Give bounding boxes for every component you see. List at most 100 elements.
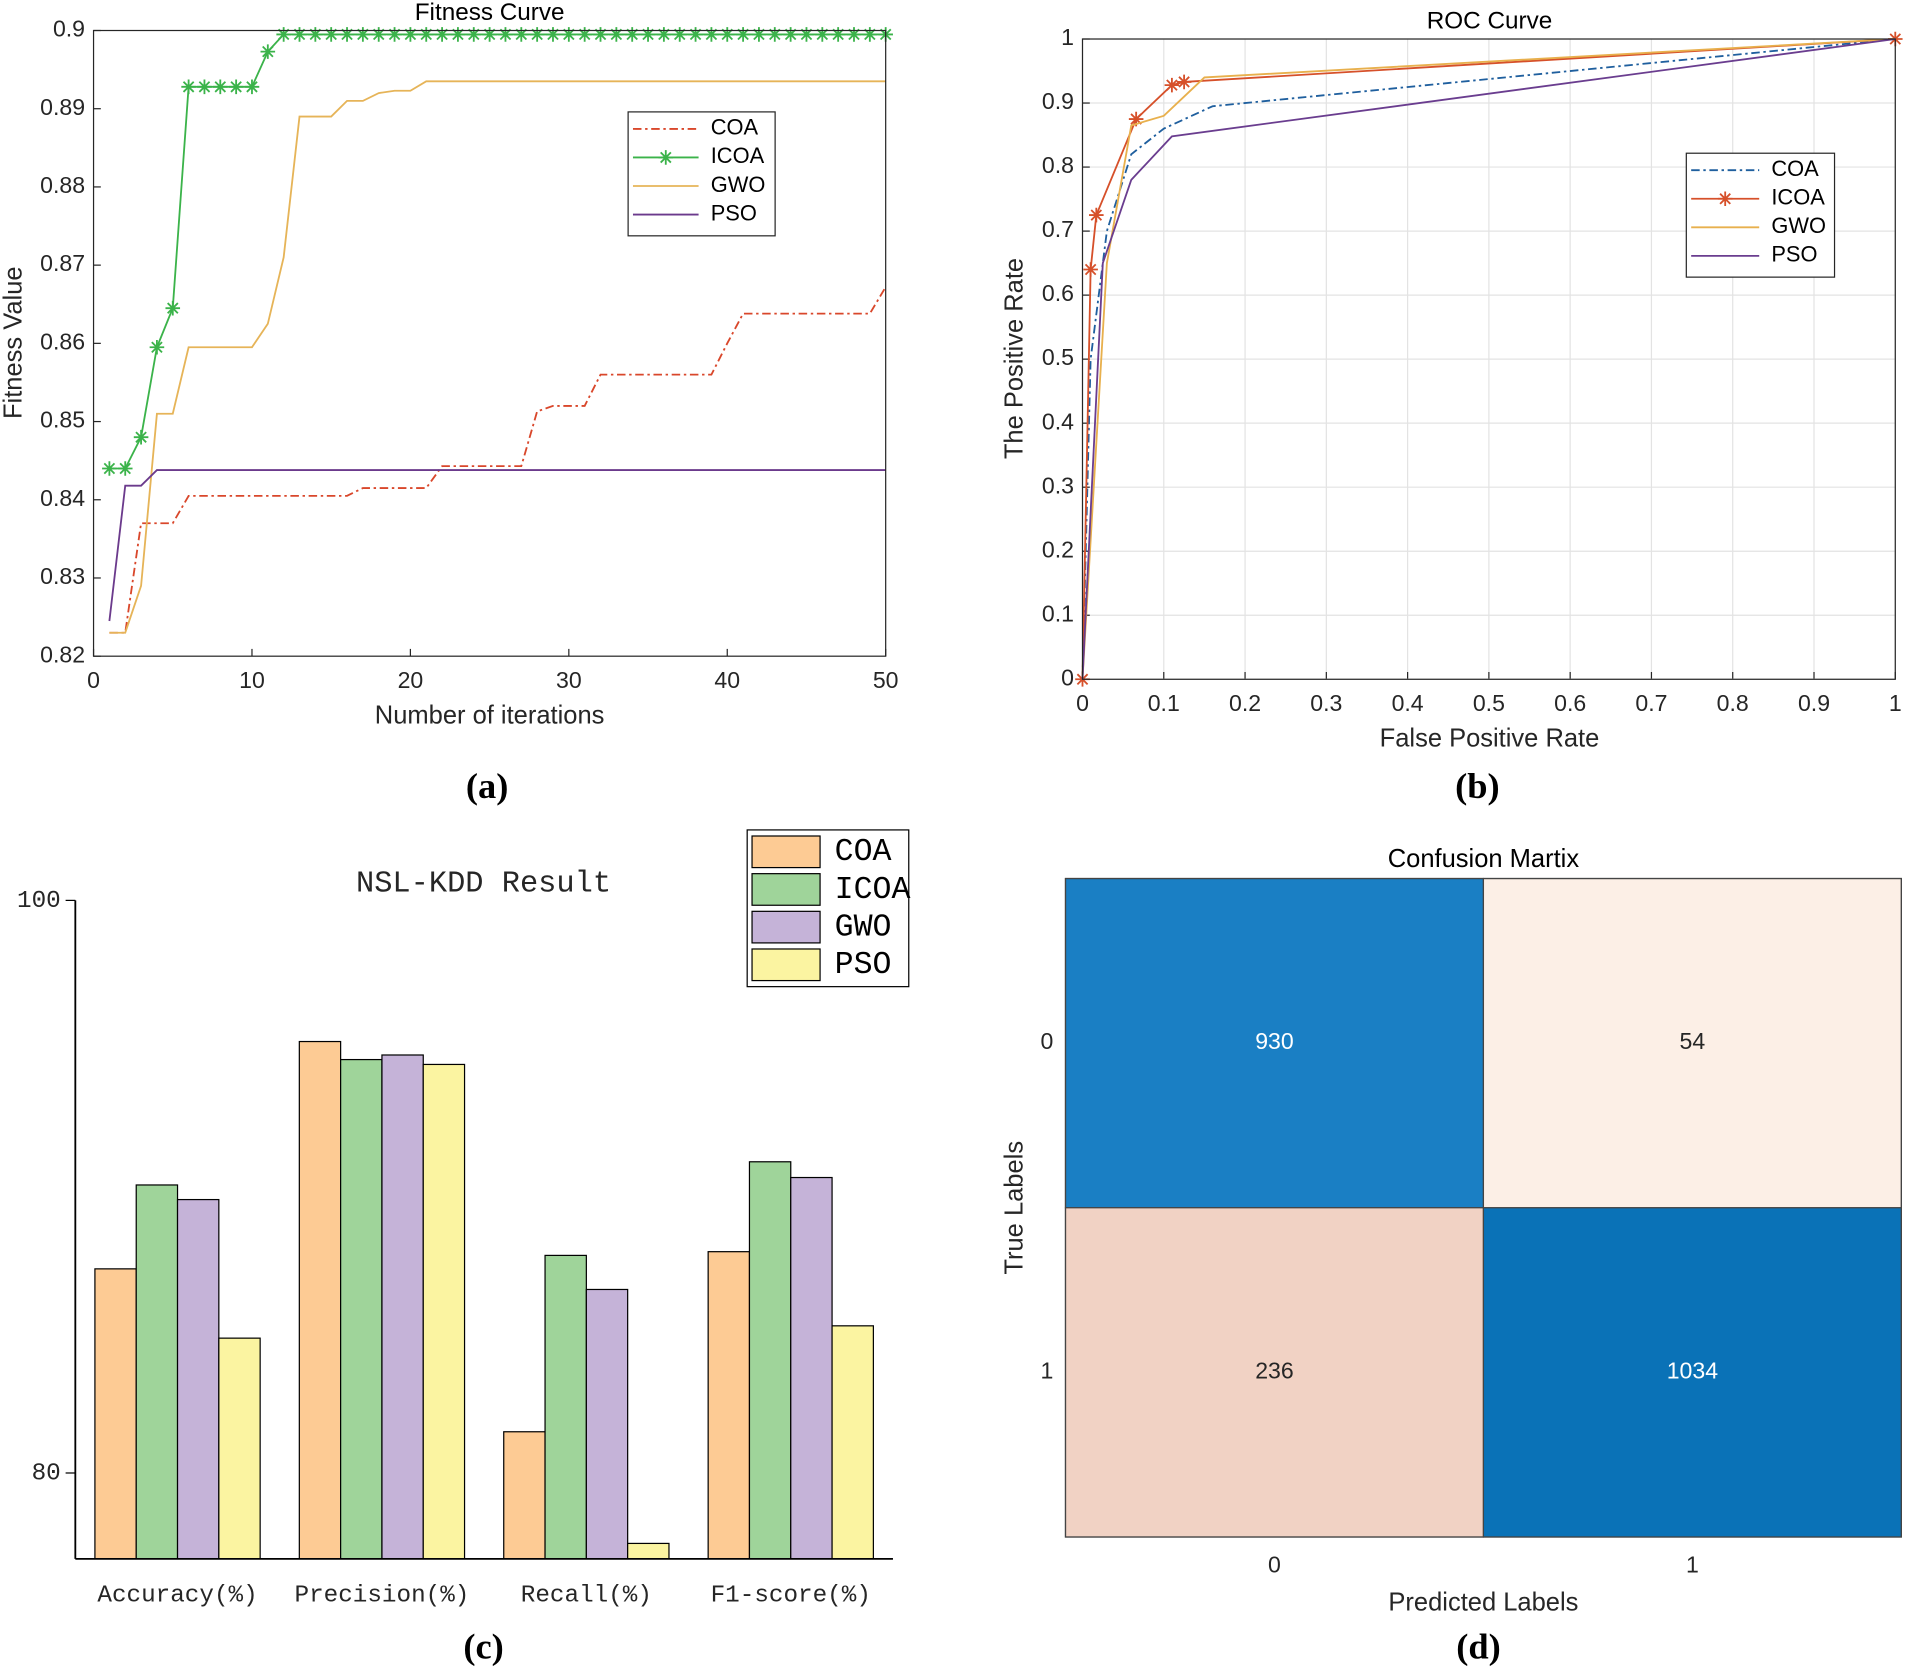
x-tick-label: F1-score(%) bbox=[711, 1583, 871, 1610]
x-tick-label: 0.7 bbox=[1635, 690, 1667, 716]
y-tick-label: 0.2 bbox=[1042, 536, 1074, 562]
y-tick-label: 0.85 bbox=[40, 407, 85, 433]
x-tick-label: 0 bbox=[1268, 1551, 1281, 1577]
marker bbox=[450, 27, 466, 42]
marker bbox=[102, 461, 117, 476]
marker bbox=[1176, 74, 1192, 90]
legend-label: ICOA bbox=[1771, 185, 1825, 210]
x-axis-label: Predicted Labels bbox=[1388, 1589, 1578, 1617]
bar bbox=[298, 1040, 342, 1560]
marker bbox=[197, 79, 212, 95]
y-tick-label: 0.7 bbox=[1042, 216, 1074, 242]
legend-label: GWO bbox=[711, 172, 766, 197]
y-tick-label: 1 bbox=[1061, 24, 1074, 50]
marker bbox=[783, 27, 798, 42]
marker bbox=[181, 79, 196, 95]
marker bbox=[133, 429, 149, 445]
x-tick-label: 30 bbox=[556, 667, 582, 693]
y-tick-label: 0.3 bbox=[1042, 472, 1074, 498]
legend-label: COA bbox=[711, 115, 759, 140]
y-tick-label: 0 bbox=[1040, 1028, 1053, 1054]
y-axis-label: Fitness Value bbox=[0, 266, 27, 419]
heatmap-cell bbox=[1482, 1207, 1902, 1538]
legend-label: PSO bbox=[835, 948, 892, 983]
legend-swatch bbox=[751, 873, 821, 906]
bar bbox=[544, 1254, 587, 1560]
marker bbox=[514, 27, 529, 42]
y-tick-label: 0.9 bbox=[1042, 88, 1074, 114]
x-tick-label: 0.8 bbox=[1717, 690, 1749, 716]
y-tick-label: 0.6 bbox=[1042, 280, 1074, 306]
bar bbox=[176, 1198, 220, 1560]
x-tick-label: 0 bbox=[87, 667, 100, 693]
y-tick-label: 0.87 bbox=[40, 250, 85, 276]
bar bbox=[381, 1054, 424, 1560]
chart-title: Confusion Martix bbox=[1388, 845, 1580, 873]
bar bbox=[94, 1268, 137, 1560]
y-axis-label: The Positive Rate bbox=[1000, 258, 1028, 459]
marker bbox=[371, 27, 387, 42]
marker bbox=[656, 27, 672, 42]
marker bbox=[418, 27, 434, 42]
marker bbox=[260, 44, 276, 59]
bar bbox=[831, 1325, 874, 1560]
legend-swatch bbox=[751, 948, 821, 982]
x-tick-label: 1 bbox=[1889, 690, 1902, 716]
marker bbox=[545, 27, 561, 42]
legend-label: COA bbox=[835, 835, 892, 870]
marker bbox=[498, 27, 513, 42]
y-tick-label: 0.83 bbox=[40, 563, 85, 589]
cell-label: 236 bbox=[1255, 1357, 1294, 1383]
chart-title: NSL-KDD Result bbox=[356, 867, 611, 901]
marker bbox=[640, 27, 656, 42]
x-tick-label: 0 bbox=[1076, 690, 1089, 716]
marker bbox=[846, 27, 862, 42]
bar bbox=[707, 1251, 751, 1560]
marker bbox=[799, 27, 814, 42]
panel-label: (b) bbox=[1455, 766, 1500, 806]
x-tick-label: Recall(%) bbox=[521, 1583, 652, 1610]
marker bbox=[117, 461, 133, 476]
x-tick-label: 0.1 bbox=[1148, 690, 1180, 716]
marker bbox=[830, 27, 846, 42]
y-tick-label: 0.86 bbox=[40, 328, 85, 354]
marker bbox=[387, 27, 402, 42]
marker bbox=[767, 27, 783, 42]
bar bbox=[748, 1161, 792, 1560]
cell-label: 1034 bbox=[1667, 1357, 1719, 1383]
marker bbox=[1128, 111, 1144, 127]
bar bbox=[135, 1184, 179, 1560]
x-tick-label: 1 bbox=[1686, 1551, 1699, 1577]
marker bbox=[1717, 191, 1733, 207]
series-line bbox=[108, 469, 886, 622]
marker bbox=[815, 27, 830, 42]
x-tick-label: 40 bbox=[714, 667, 740, 693]
y-tick-label: 0.88 bbox=[40, 172, 85, 198]
marker bbox=[577, 27, 592, 42]
marker bbox=[862, 27, 878, 42]
bar bbox=[218, 1337, 261, 1560]
heatmap-border bbox=[1064, 877, 1902, 1538]
legend-label: ICOA bbox=[711, 143, 765, 168]
marker bbox=[1083, 262, 1098, 277]
chart-title: Fitness Curve bbox=[415, 0, 565, 26]
marker bbox=[482, 27, 497, 42]
legend-swatch bbox=[751, 835, 821, 869]
y-tick-label: 0 bbox=[1061, 664, 1074, 690]
series-line bbox=[109, 286, 887, 634]
marker bbox=[624, 27, 640, 42]
marker bbox=[434, 27, 450, 42]
marker bbox=[529, 27, 545, 42]
x-tick-label: Precision(%) bbox=[295, 1583, 470, 1610]
x-axis-label: Number of iterations bbox=[375, 702, 605, 730]
marker bbox=[308, 27, 323, 42]
y-tick-label: 0.82 bbox=[40, 641, 85, 667]
heatmap-cell bbox=[1482, 877, 1902, 1209]
y-tick-label: 0.9 bbox=[53, 16, 85, 42]
series-line bbox=[109, 80, 886, 634]
x-tick-label: 0.5 bbox=[1473, 690, 1505, 716]
y-tick-label: 80 bbox=[32, 1460, 61, 1487]
marker bbox=[735, 27, 751, 42]
x-axis-label: False Positive Rate bbox=[1380, 725, 1600, 753]
